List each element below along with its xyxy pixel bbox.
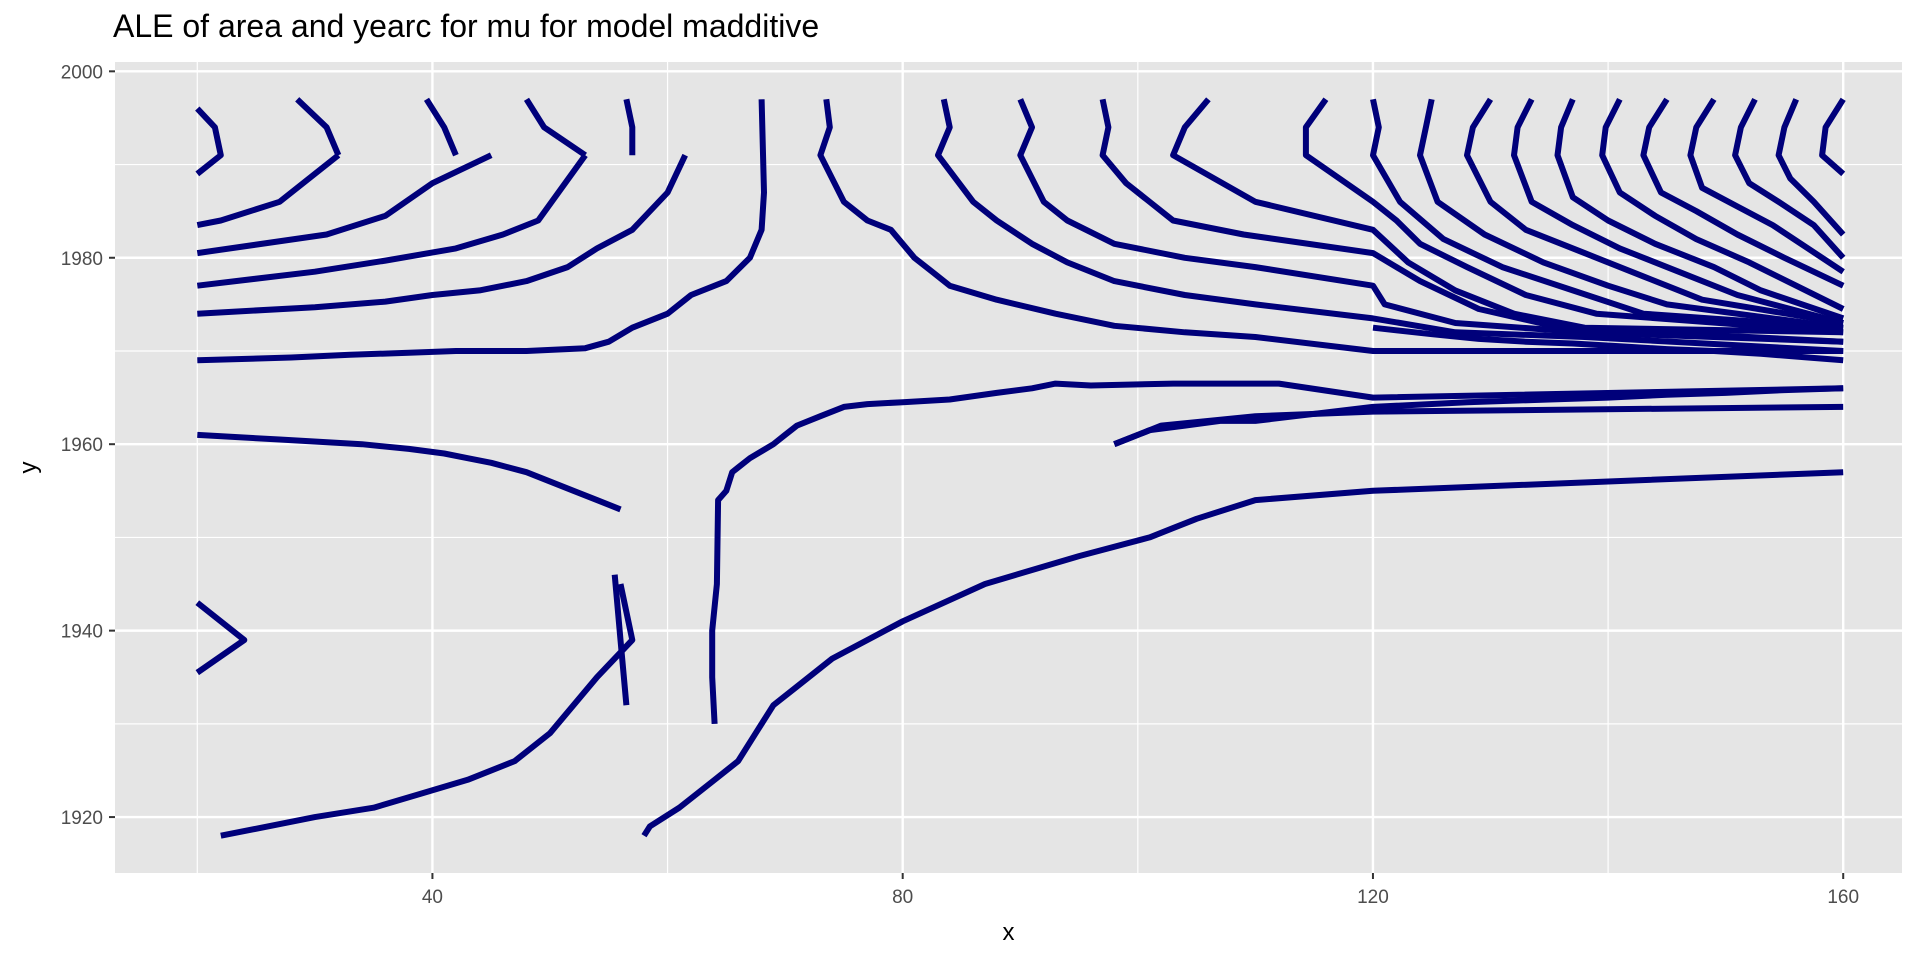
x-tick-label: 120 xyxy=(1357,887,1389,908)
axis-ticks xyxy=(109,70,1845,879)
x-tick-label: 160 xyxy=(1827,887,1859,908)
contour-line-15 xyxy=(641,469,1844,838)
contour-line-3 xyxy=(295,97,342,157)
y-axis-title: y xyxy=(15,462,42,474)
x-axis-title: x xyxy=(1003,919,1015,946)
contour-line-18 xyxy=(935,98,1844,354)
contour-line-7 xyxy=(523,97,587,158)
axis-tick-labels: 40 80 120 160 1920 1940 1960 1980 2000 xyxy=(61,62,1859,908)
contour-line-31 xyxy=(1732,97,1846,260)
contour-line-20 xyxy=(1099,98,1844,345)
contour-line-5 xyxy=(423,97,459,157)
x-tick-label: 80 xyxy=(892,887,913,908)
y-tick-label: 1980 xyxy=(61,249,103,270)
contour-line-13 xyxy=(220,583,636,839)
contour-line-12 xyxy=(611,574,630,706)
y-tick-label: 2000 xyxy=(61,62,103,83)
contour-line-30 xyxy=(1687,97,1845,275)
contour-line-36 xyxy=(1113,385,1844,447)
contour-line-16 xyxy=(709,380,1844,725)
y-tick-label: 1940 xyxy=(61,622,103,643)
contour-line-14 xyxy=(195,600,248,676)
contour-line-29 xyxy=(1640,97,1845,289)
contour-line-25 xyxy=(1464,97,1844,326)
contour-line-2 xyxy=(196,152,341,229)
contour-line-19 xyxy=(1017,98,1844,345)
contour-line-32 xyxy=(1775,98,1846,237)
y-tick-label: 1960 xyxy=(61,435,103,456)
contour-line-1 xyxy=(195,106,224,177)
contour-line-21 xyxy=(1170,97,1844,336)
contour-line-17 xyxy=(817,98,1844,354)
contour-line-11 xyxy=(197,431,622,513)
x-tick-label: 40 xyxy=(422,887,443,908)
contour-line-27 xyxy=(1554,98,1845,322)
contour-line-9 xyxy=(623,98,636,156)
plot-panel xyxy=(115,62,1902,873)
chart-title: ALE of area and yearc for mu for model m… xyxy=(113,8,820,44)
contour-line-4 xyxy=(196,152,493,257)
contour-line-33 xyxy=(1819,97,1846,177)
contour-lines xyxy=(195,97,1846,839)
contour-line-10 xyxy=(197,99,767,364)
contour-line-26 xyxy=(1511,97,1844,326)
contour-line-28 xyxy=(1599,97,1845,312)
contour-line-8 xyxy=(197,153,688,317)
contour-line-23 xyxy=(1370,98,1844,331)
contour-line-34 xyxy=(1372,324,1844,364)
contour-line-6 xyxy=(196,153,588,289)
contour-line-24 xyxy=(1417,98,1844,331)
contour-line-22 xyxy=(1302,97,1844,336)
y-tick-label: 1920 xyxy=(61,808,103,829)
